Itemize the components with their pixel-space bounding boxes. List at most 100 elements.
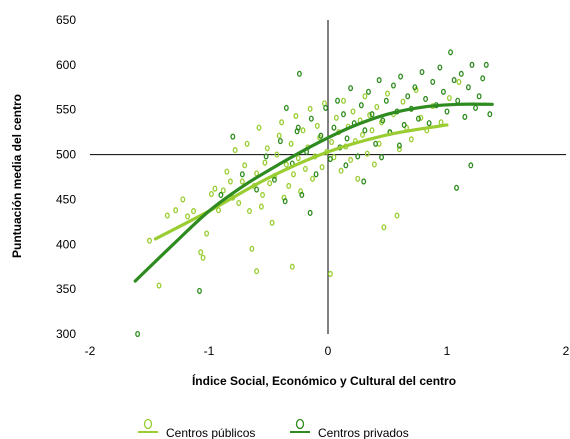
privados-point [135,330,141,338]
x-tick-label: -1 [204,344,215,358]
y-tick-label: 650 [56,13,76,27]
privados-point [295,124,301,131]
privados-point [376,77,382,84]
publicos-point [147,237,152,244]
publicos-point [279,119,285,126]
privados-point [327,156,333,163]
publicos-point [408,136,414,143]
publicos-point [381,224,387,231]
publicos-point [254,268,260,275]
publicos-point [283,161,289,168]
legend-label: Centros públicos [166,426,255,439]
privados-point [419,68,425,76]
privados-point [476,93,482,100]
x-tick-label: 1 [444,344,451,358]
privados-point [458,70,464,77]
privados-point [465,84,471,91]
publicos-point [394,212,400,219]
publicos-point [367,112,373,119]
publicos-point [310,175,315,182]
publicos-point [262,159,268,166]
x-tick-label: 0 [325,344,332,358]
privados-point [380,117,386,124]
privados-point [455,97,461,104]
privados-point [239,171,245,178]
privados-point [379,154,384,161]
privados-point [282,198,288,205]
publicos-point [232,147,238,154]
privados-point [366,88,371,95]
y-tick-label: 400 [56,237,76,251]
publicos-point [247,208,252,215]
legend-marker [295,418,305,430]
privados-point [313,171,319,178]
privados-trend-line [133,102,494,283]
publicos-point [307,105,313,112]
publicos-point [208,190,214,198]
publicos-point [224,168,230,175]
privados-point [299,191,305,198]
y-tick-label: 550 [56,103,76,117]
publicos-point [446,95,452,102]
privados-point [369,111,375,118]
publicos-point [438,119,444,126]
privados-point [405,93,411,100]
publicos-point [249,245,255,252]
publicos-point [244,140,250,147]
privados-point [308,115,314,122]
publicos-point [319,164,325,171]
publicos-point [200,254,206,261]
privados-point [296,70,302,77]
y-axis-title: Puntuación media del centro [10,94,24,258]
x-tick-label: -2 [85,344,96,358]
y-tick-label: 600 [56,58,76,72]
legend-item-privados: Centros privados [290,418,409,439]
publicos-point [456,78,462,85]
publicos-point [156,282,162,289]
publicos-point [327,270,333,277]
publicos-point [212,185,218,192]
privados-point [415,115,421,122]
publicos-point [302,165,308,172]
x-tick-label: 2 [563,344,570,358]
publicos-point [360,131,365,138]
privados-point [355,153,361,160]
privados-point [440,88,446,95]
publicos-point [371,161,377,168]
y-tick-label: 350 [56,282,76,296]
publicos-point [300,127,306,134]
privados-point [469,61,475,68]
privados-point [487,111,493,118]
y-tick-label: 450 [56,192,76,206]
publicos-point [364,150,370,157]
publicos-point [204,230,210,237]
publicos-point [242,162,248,169]
publicos-point [293,112,299,120]
privados-point [448,49,454,56]
privados-point [451,77,457,84]
publicos-point [286,182,292,190]
publicos-point [276,132,282,139]
publicos-point [355,175,361,182]
y-tick-label: 300 [56,327,76,341]
privados-point [426,120,432,127]
publicos-point [220,187,226,194]
publicos-point [164,212,170,219]
y-tick-label: 500 [56,148,76,162]
privados-point [263,153,269,160]
publicos-point [295,155,301,162]
privados-point [307,209,313,216]
publicos-point [333,114,339,121]
publicos-point [291,171,296,178]
privados-point [323,104,329,111]
publicos-point [385,90,390,97]
publicos-point [396,146,402,153]
privados-point [272,176,277,183]
privados-point [230,133,236,140]
privados-point [412,84,418,91]
publicos-point [288,140,294,147]
privados-point [383,97,389,104]
privados-point [358,102,364,109]
publicos-point [341,97,346,104]
privados-point [373,140,379,147]
